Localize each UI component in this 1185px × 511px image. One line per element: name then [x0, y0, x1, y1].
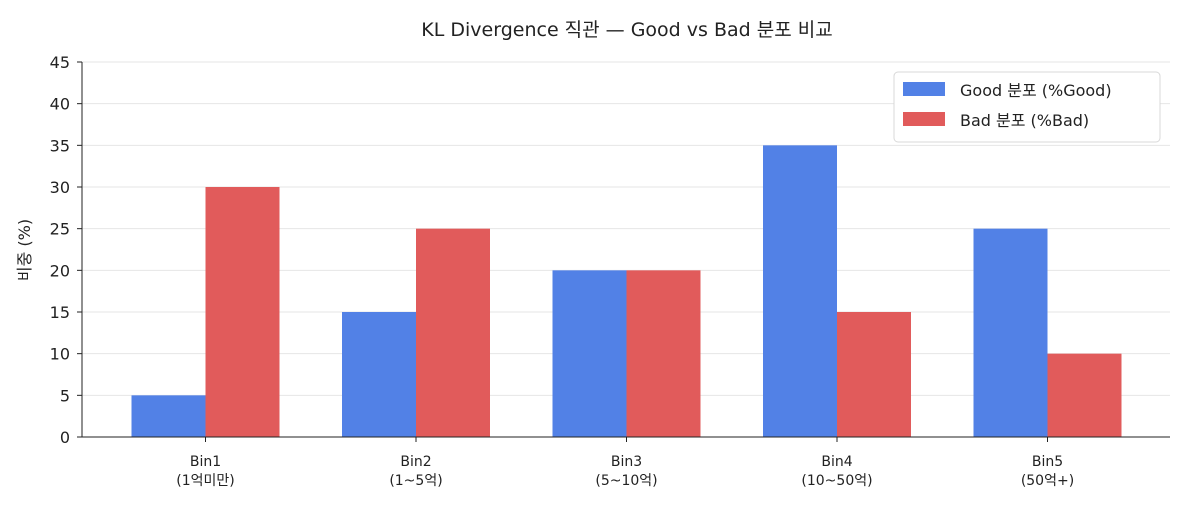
legend-label: Good 분포 (%Good) — [960, 81, 1112, 100]
bar-bad — [205, 187, 280, 437]
legend-label: Bad 분포 (%Bad) — [960, 111, 1089, 130]
legend: Good 분포 (%Good) Bad 분포 (%Bad) — [893, 71, 1161, 143]
bar-good — [973, 228, 1048, 437]
x-tick-sublabel: (1억미만) — [176, 473, 234, 489]
x-tick-label: Bin4 — [821, 454, 852, 470]
legend-box — [893, 71, 1161, 143]
x-tick-sublabel: (50억+) — [1021, 473, 1074, 489]
y-tick-label: 10 — [50, 345, 70, 364]
x-tick-sublabel: (5~10억) — [595, 473, 657, 489]
y-tick-label: 40 — [50, 95, 70, 114]
bar-bad — [626, 270, 701, 437]
y-tick-label: 20 — [50, 261, 70, 280]
y-axis-label: 비중 (%) — [15, 219, 34, 281]
legend-swatch — [903, 112, 945, 126]
x-tick-label: Bin3 — [611, 454, 642, 470]
bar-good — [552, 270, 627, 437]
bar-good — [763, 145, 837, 438]
bar-good — [342, 312, 416, 437]
x-tick-sublabel: (1~5억) — [389, 473, 442, 489]
y-tick-label: 45 — [50, 53, 70, 72]
bar-bad — [1047, 353, 1122, 437]
legend-swatch — [903, 82, 945, 96]
y-tick-label: 25 — [50, 220, 70, 239]
bar-bad — [416, 228, 490, 437]
x-tick-label: Bin5 — [1032, 454, 1063, 470]
y-tick-label: 15 — [50, 303, 70, 322]
x-tick-sublabel: (10~50억) — [801, 473, 872, 489]
x-tick-label: Bin2 — [400, 454, 431, 470]
bar-bad — [837, 312, 911, 437]
x-tick-label: Bin1 — [190, 454, 221, 470]
bar-good — [131, 395, 206, 437]
chart-title: KL Divergence 직관 — Good vs Bad 분포 비교 — [421, 19, 832, 41]
y-tick-label: 0 — [60, 428, 70, 447]
y-tick-label: 30 — [50, 178, 70, 197]
y-tick-label: 35 — [50, 136, 70, 155]
y-tick-label: 5 — [60, 386, 70, 405]
